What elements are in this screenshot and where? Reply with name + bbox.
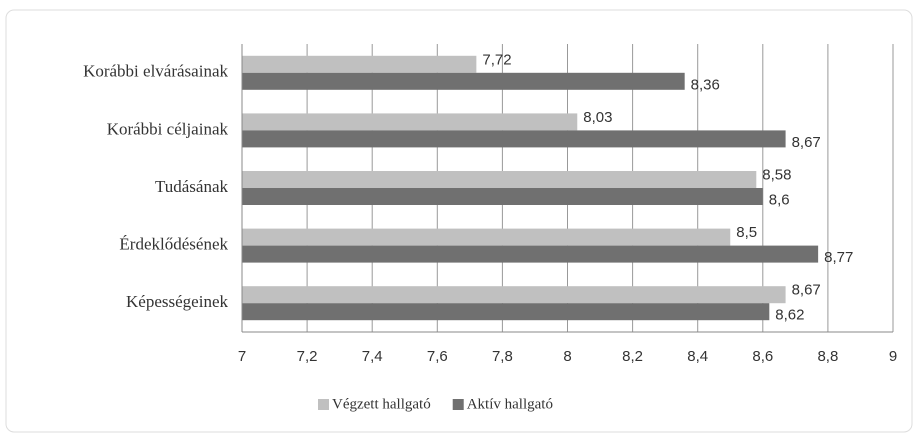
value-label: 8,67 — [792, 282, 821, 299]
legend-swatch — [452, 399, 464, 410]
value-label: 8,5 — [736, 224, 757, 241]
bar — [242, 286, 786, 304]
bar — [242, 55, 477, 73]
x-tick-label: 7,4 — [362, 348, 383, 365]
y-tick-label: Korábbi céljainak — [107, 119, 229, 138]
bar — [242, 130, 786, 148]
x-tick-label: 8,4 — [687, 348, 708, 365]
bar — [242, 113, 578, 131]
value-label: 8,03 — [583, 109, 612, 126]
legend-label: Végzett hallgató — [332, 396, 431, 412]
legend-swatch — [318, 399, 329, 410]
x-tick-label: 7 — [238, 348, 246, 365]
value-label: 8,58 — [762, 166, 791, 183]
bar — [242, 188, 763, 205]
chart-frame — [5, 9, 913, 433]
legend-label: Aktív hallgató — [467, 396, 553, 412]
value-label: 7,72 — [482, 51, 511, 68]
x-tick-label: 9 — [889, 348, 897, 365]
y-tick-label: Képességeinek — [126, 292, 228, 311]
x-tick-label: 7,2 — [297, 348, 318, 365]
value-label: 8,77 — [824, 249, 853, 266]
y-tick-label: Érdeklődésének — [119, 235, 228, 254]
bar — [242, 72, 685, 90]
value-label: 8,6 — [769, 191, 790, 208]
y-tick-label: Korábbi elvárásainak — [83, 62, 228, 81]
x-tick-label: 7,8 — [492, 348, 513, 365]
x-tick-label: 8,8 — [817, 348, 838, 365]
y-tick-label: Tudásának — [155, 177, 229, 196]
value-label: 8,36 — [691, 76, 720, 93]
x-tick-label: 8 — [563, 348, 571, 365]
x-tick-label: 8,6 — [752, 348, 773, 365]
x-tick-label: 8,2 — [622, 348, 643, 365]
bar — [242, 171, 757, 188]
value-label: 8,67 — [792, 134, 821, 151]
bar — [242, 245, 819, 263]
x-tick-label: 7,6 — [427, 348, 448, 365]
bar — [242, 228, 731, 246]
bar — [242, 303, 770, 321]
value-label: 8,62 — [775, 307, 804, 324]
